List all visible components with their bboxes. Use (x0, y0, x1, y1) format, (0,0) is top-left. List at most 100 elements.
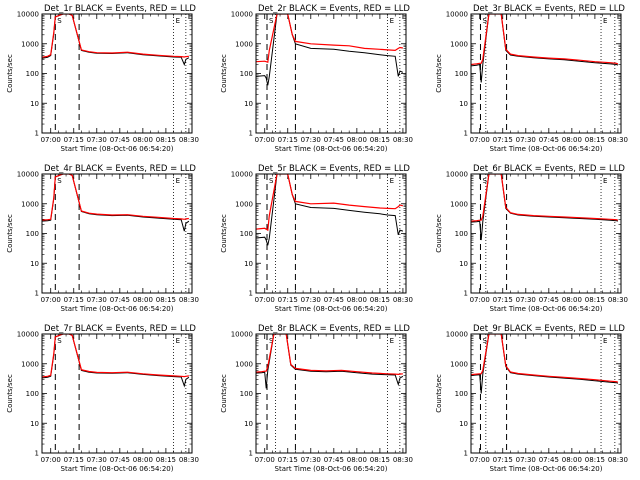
x-tick-label: 08:15 (370, 456, 390, 464)
events-series-line (256, 174, 404, 246)
y-tick-label: 100 (240, 70, 253, 78)
events-series-line (42, 334, 190, 388)
plot-frame (470, 173, 622, 294)
end-marker: E (176, 337, 180, 345)
x-axis-label: Start Time (08-Oct-06 06:54:20) (61, 305, 174, 313)
x-tick-label: 08:00 (133, 456, 153, 464)
x-tick-label: 08:15 (156, 296, 176, 304)
detector-panel: Det_6r BLACK = Events, RED = LLD Counts/s… (435, 164, 628, 313)
events-series-line (256, 14, 404, 86)
x-tick-label: 07:30 (301, 456, 321, 464)
detector-panel: Det_9r BLACK = Events, RED = LLD Counts/s… (435, 324, 628, 473)
plot-frame (470, 13, 622, 134)
x-axis-label: Start Time (08-Oct-06 06:54:20) (490, 145, 603, 153)
x-axis-label: Start Time (08-Oct-06 06:54:20) (275, 465, 388, 473)
x-tick-label: 07:15 (64, 136, 84, 144)
panel-title: Det_3r BLACK = Events, RED = LLD (473, 4, 625, 14)
y-tick-label: 10 (459, 100, 468, 108)
plot-frame (255, 173, 407, 294)
y-tick-label: 10 (459, 420, 468, 428)
y-tick-label: 1 (249, 130, 253, 138)
x-tick-label: 08:30 (179, 296, 199, 304)
x-tick-label: 07:30 (87, 456, 107, 464)
y-tick-label: 100 (455, 390, 468, 398)
lld-series-line (471, 174, 619, 222)
x-tick-label: 07:45 (539, 136, 559, 144)
x-tick-label: 07:30 (516, 296, 536, 304)
x-tick-label: 07:15 (493, 456, 513, 464)
x-tick-label: 08:15 (585, 456, 605, 464)
y-tick-label: 1 (464, 290, 468, 298)
x-tick-label: 07:30 (87, 296, 107, 304)
x-tick-label: 07:00 (41, 136, 61, 144)
y-tick-label: 100 (240, 390, 253, 398)
y-tick-label: 1000 (450, 40, 468, 48)
x-tick-label: 07:00 (41, 456, 61, 464)
x-tick-label: 08:15 (585, 136, 605, 144)
x-tick-label: 07:15 (278, 136, 298, 144)
end-marker: E (176, 177, 180, 185)
start-marker: S (269, 17, 274, 25)
events-series-line (471, 174, 619, 241)
y-tick-label: 10000 (231, 11, 253, 19)
detector-panel: Det_2r BLACK = Events, RED = LLD Counts/s… (220, 4, 413, 153)
x-tick-label: 08:15 (370, 296, 390, 304)
start-marker: S (269, 177, 274, 185)
lld-series-line (42, 334, 189, 378)
y-tick-label: 100 (26, 70, 39, 78)
x-tick-label: 08:15 (370, 136, 390, 144)
events-series-line (471, 334, 619, 394)
x-tick-label: 07:45 (110, 136, 130, 144)
detector-panel: Det_7r BLACK = Events, RED = LLD Counts/s… (6, 324, 199, 473)
y-tick-label: 10 (244, 420, 253, 428)
panel-title: Det_1r BLACK = Events, RED = LLD (44, 4, 196, 14)
y-tick-label: 10 (30, 260, 39, 268)
panel-title: Det_8r BLACK = Events, RED = LLD (258, 324, 410, 334)
x-tick-label: 08:00 (133, 296, 153, 304)
panel-title: Det_2r BLACK = Events, RED = LLD (258, 4, 410, 14)
plot-frame (255, 13, 407, 134)
x-tick-label: 07:15 (64, 296, 84, 304)
plot-frame (470, 333, 622, 454)
detector-panel: Det_3r BLACK = Events, RED = LLD Counts/s… (435, 4, 628, 153)
lld-series-line (42, 14, 189, 58)
panel-title: Det_5r BLACK = Events, RED = LLD (258, 164, 410, 174)
y-axis-label: Counts/sec (220, 374, 228, 413)
y-tick-label: 100 (26, 230, 39, 238)
y-tick-label: 1000 (21, 40, 39, 48)
x-tick-label: 08:30 (608, 296, 628, 304)
y-axis-label: Counts/sec (6, 374, 14, 413)
x-tick-label: 07:15 (278, 456, 298, 464)
x-tick-label: 08:30 (393, 456, 413, 464)
start-marker: S (57, 177, 62, 185)
lld-series-line (471, 334, 619, 383)
x-tick-label: 08:30 (393, 296, 413, 304)
x-tick-label: 07:30 (301, 296, 321, 304)
x-tick-label: 07:45 (324, 296, 344, 304)
detector-panel: Det_4r BLACK = Events, RED = LLD Counts/s… (6, 164, 199, 313)
y-tick-label: 10000 (446, 171, 468, 179)
lld-series-line (471, 14, 619, 66)
y-axis-label: Counts/sec (435, 54, 443, 93)
x-tick-label: 08:30 (608, 136, 628, 144)
detector-panel: Det_5r BLACK = Events, RED = LLD Counts/s… (220, 164, 413, 313)
y-axis-label: Counts/sec (6, 214, 14, 253)
y-axis-label: Counts/sec (6, 54, 14, 93)
plot-frame (41, 13, 193, 134)
events-series-line (256, 334, 404, 389)
y-axis-label: Counts/sec (220, 214, 228, 253)
y-tick-label: 10000 (231, 171, 253, 179)
start-marker: S (482, 177, 487, 185)
y-tick-label: 10000 (231, 331, 253, 339)
y-tick-label: 1000 (235, 200, 253, 208)
y-axis-label: Counts/sec (435, 214, 443, 253)
plot-frame (41, 333, 193, 454)
x-tick-label: 07:15 (493, 296, 513, 304)
y-tick-label: 1000 (450, 360, 468, 368)
x-tick-label: 07:45 (324, 136, 344, 144)
x-tick-label: 07:00 (255, 136, 275, 144)
x-tick-label: 07:15 (64, 456, 84, 464)
end-marker: E (390, 177, 394, 185)
x-tick-label: 07:00 (255, 296, 275, 304)
x-tick-label: 07:45 (324, 456, 344, 464)
